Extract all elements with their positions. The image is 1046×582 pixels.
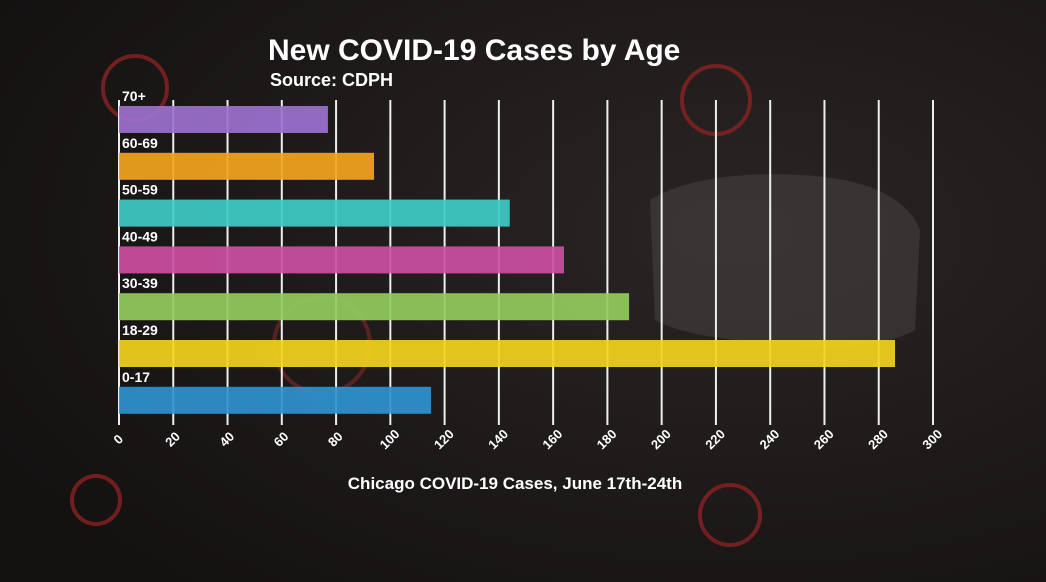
y-tick-label: 18-29 xyxy=(122,322,158,338)
bar xyxy=(119,293,630,321)
x-axis-label: Chicago COVID-19 Cases, June 17th-24th xyxy=(348,474,682,493)
bar xyxy=(119,386,432,414)
y-tick-label: 70+ xyxy=(122,88,146,104)
y-tick-label: 60-69 xyxy=(122,135,158,151)
y-tick-label: 0-17 xyxy=(122,369,150,385)
bar xyxy=(119,340,896,367)
y-tick-label: 40-49 xyxy=(122,228,158,244)
bar xyxy=(119,106,328,133)
bar xyxy=(119,246,564,274)
mask-decoration xyxy=(650,174,920,346)
y-tick-label: 50-59 xyxy=(122,182,158,198)
y-tick-label: 30-39 xyxy=(122,275,158,291)
chart-title: New COVID-19 Cases by Age xyxy=(268,34,680,67)
bar xyxy=(119,152,375,180)
bar xyxy=(119,199,510,227)
chart-subtitle: Source: CDPH xyxy=(270,70,393,90)
